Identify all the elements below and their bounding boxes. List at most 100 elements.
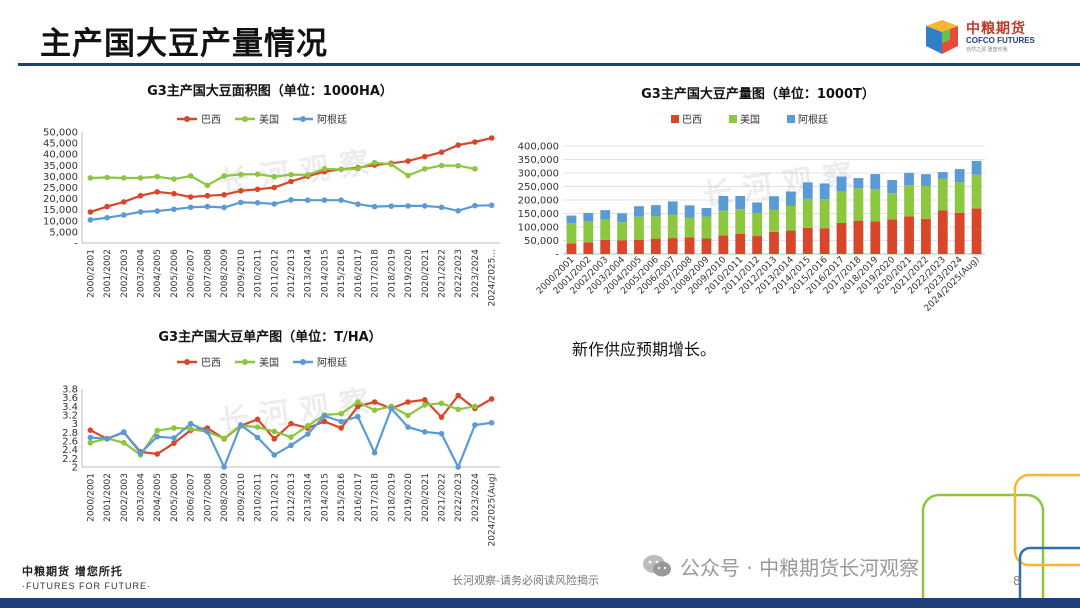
y-tick-label: 300,000 <box>518 169 559 180</box>
cofco-logo: 中粮期货 COFCO FUTURES 自然之源 重塑你我 <box>922 14 1072 60</box>
data-point <box>271 173 278 180</box>
commentary-text: 新作供应预期增长。 <box>572 340 717 359</box>
bar-segment <box>971 160 982 175</box>
bar-segment <box>566 223 577 244</box>
data-point <box>488 420 495 426</box>
data-point <box>321 166 328 172</box>
bar-segment <box>769 209 779 232</box>
data-point <box>221 435 227 442</box>
bar-segment <box>836 222 847 254</box>
legend-swatch <box>729 115 737 123</box>
data-point <box>371 203 378 210</box>
data-point <box>438 204 445 211</box>
x-tick-label: 2005/2006 <box>170 473 180 522</box>
x-tick-label: 2018/2019 <box>387 249 397 298</box>
data-point <box>288 197 294 203</box>
y-tick-label: 3 <box>72 419 78 430</box>
x-tick-label: 2005/2006 <box>170 249 180 298</box>
x-tick-label: 2011/2012 <box>270 249 280 298</box>
x-tick-label: 2014/2015 <box>320 249 330 298</box>
bar-segment <box>904 172 914 186</box>
bar-segment <box>752 202 763 214</box>
data-point <box>455 208 462 214</box>
page-number: 8 <box>1013 574 1021 588</box>
bar-segment <box>836 176 847 192</box>
bar-segment <box>718 210 729 236</box>
data-point <box>137 192 144 199</box>
data-point <box>421 429 428 435</box>
footer-disclaimer: 长河观察-请务必阅读风险揭示 <box>452 574 599 587</box>
data-point <box>304 431 311 437</box>
y-tick-label: 100,000 <box>518 223 559 234</box>
data-point <box>154 208 161 214</box>
wechat-icon <box>643 555 671 577</box>
data-point <box>421 203 428 209</box>
data-point <box>421 402 428 408</box>
data-point <box>121 439 127 446</box>
legend-label: 阿根廷 <box>317 356 347 369</box>
x-tick-label: 2002/2003 <box>120 473 130 522</box>
bar-segment <box>785 230 796 254</box>
data-point <box>355 413 361 420</box>
footer-brand: 中粮期货 增您所托 ·FUTURES FOR FUTURE· <box>22 563 151 591</box>
data-point <box>137 175 144 181</box>
data-point <box>271 428 278 435</box>
bar-segment <box>904 185 914 217</box>
data-point <box>371 159 378 166</box>
x-tick-label: 2010/2011 <box>254 249 264 298</box>
data-point <box>271 201 278 207</box>
y-tick-label: 150,000 <box>518 209 559 220</box>
bar-segment <box>600 219 611 240</box>
bar-segment <box>870 174 881 189</box>
data-point <box>338 418 344 425</box>
legend-swatch <box>787 115 795 123</box>
bar-segment <box>937 172 948 179</box>
data-point <box>104 203 110 210</box>
x-tick-label: 2021/2022 <box>437 473 447 522</box>
data-point <box>355 201 361 207</box>
bar-segment <box>769 196 779 210</box>
bar-segment <box>819 183 830 200</box>
data-point <box>171 206 177 213</box>
data-point <box>321 418 328 425</box>
legend-swatch <box>671 115 679 123</box>
bar-segment <box>836 191 847 223</box>
data-point <box>254 416 261 423</box>
chart-title: G3主产国大豆单产图（单位：T/HA） <box>158 329 381 345</box>
x-tick-label: 2009/2010 <box>237 249 247 298</box>
data-point <box>271 452 278 458</box>
data-point <box>472 202 478 209</box>
data-point <box>405 203 411 209</box>
y-tick-label: 3.8 <box>62 385 78 396</box>
y-tick-label: 2.6 <box>62 437 78 448</box>
data-point <box>338 197 344 203</box>
bar-segment <box>701 238 712 254</box>
x-tick-label: 2004/2005 <box>153 249 163 298</box>
x-tick-label: 2007/2008 <box>203 473 213 522</box>
data-point <box>87 434 94 441</box>
y-tick-label: - <box>555 250 559 261</box>
data-point <box>288 178 294 185</box>
bar-segment <box>583 242 594 254</box>
data-point <box>221 464 227 470</box>
bar-segment <box>937 210 948 254</box>
x-tick-label: 2004/2005 <box>153 473 163 522</box>
bar-segment <box>785 191 796 206</box>
bar-segment <box>853 188 864 221</box>
data-point <box>371 407 378 414</box>
data-point <box>121 199 127 205</box>
data-point <box>355 399 361 405</box>
x-tick-label: 2020/2021 <box>421 473 431 522</box>
data-point <box>154 189 161 195</box>
y-tick-label: 30,000 <box>43 172 78 183</box>
bar-segment <box>954 212 965 254</box>
x-tick-label: 2018/2019 <box>387 473 397 522</box>
logo-text-en: COFCO FUTURES <box>966 36 1035 45</box>
y-tick-label: 2.4 <box>62 445 78 456</box>
legend-label: 阿根廷 <box>317 113 347 126</box>
series-line <box>90 400 476 457</box>
bar-segment <box>634 239 644 254</box>
data-point <box>254 171 261 177</box>
data-point <box>187 173 194 179</box>
x-tick-label: 2019/2020 <box>404 249 414 298</box>
